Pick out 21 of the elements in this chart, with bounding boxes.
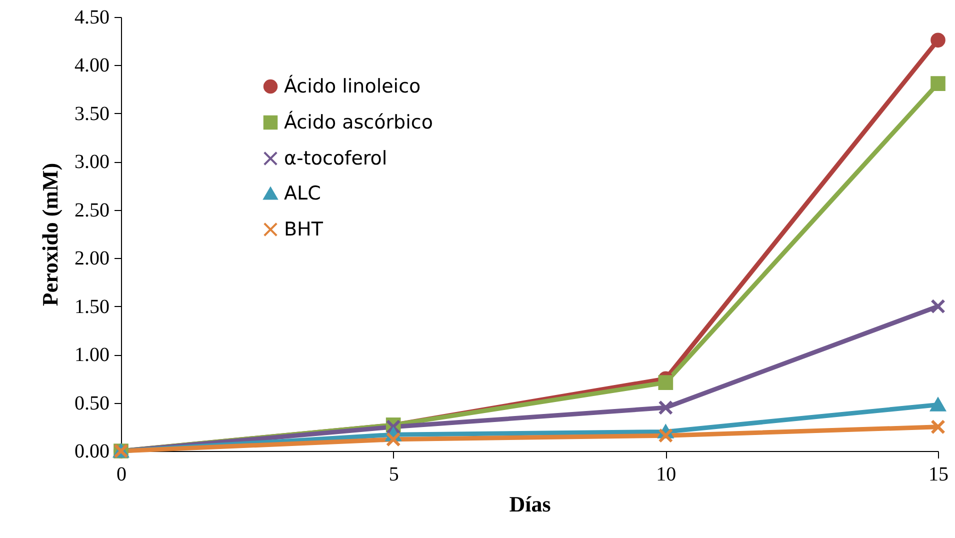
x-tick-label: 10 <box>656 464 676 486</box>
y-tick-label: 3.00 <box>74 151 110 174</box>
y-axis-title: Peroxido (mM) <box>38 162 62 306</box>
legend-label: Ácido linoleico <box>284 74 421 98</box>
y-tick-label: 4.00 <box>74 54 110 77</box>
y-tick-label: 2.00 <box>74 248 110 270</box>
x-tick-label: 15 <box>928 464 948 486</box>
y-tick-label: 0.50 <box>74 392 110 414</box>
y-tick-label: 3.50 <box>74 102 110 125</box>
y-tick-label: 4.50 <box>74 6 110 28</box>
legend-label: ALC <box>284 182 321 204</box>
x-axis-title: Días <box>509 492 552 516</box>
x-tick-label: 0 <box>116 464 126 486</box>
y-tick-label: 1.00 <box>74 344 110 366</box>
y-tick-label: 1.50 <box>74 296 110 318</box>
legend-label: BHT <box>284 218 324 240</box>
y-tick-label: 2.50 <box>74 199 110 222</box>
x-tick-label: 5 <box>388 464 399 486</box>
legend-label: Ácido ascórbico <box>284 110 433 134</box>
legend-label: α-tocoferol <box>284 148 388 170</box>
y-tick-label: 0.00 <box>74 440 110 462</box>
